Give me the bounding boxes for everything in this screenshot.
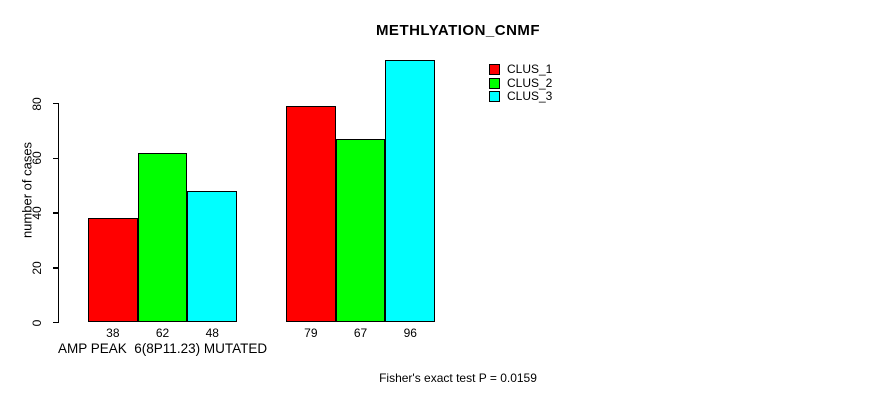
y-tick-label: 0: [30, 319, 44, 326]
bar-clus_3-group1: [187, 191, 238, 323]
bar-clus_1-group2: [286, 106, 336, 323]
y-tick-label: 20: [30, 261, 44, 275]
legend: CLUS_1 CLUS_2 CLUS_3: [489, 63, 552, 103]
bar-clus_2-group1: [137, 152, 188, 323]
bar-value-label: 62: [155, 326, 170, 340]
legend-row-clus_2: CLUS_2: [489, 76, 552, 89]
legend-row-clus_3: CLUS_3: [489, 88, 553, 103]
bar-clus_2-group2: [335, 139, 386, 323]
bar-clus_1-group1: [88, 218, 138, 323]
y-tick-mark: [52, 212, 58, 214]
bar-value-label: 79: [304, 326, 318, 340]
y-tick-label: 80: [30, 96, 44, 111]
x-axis-group-label: AMP PEAK 6(8P11.23) MUTATED: [58, 341, 268, 356]
y-tick-label: 60: [30, 151, 44, 165]
y-tick-mark: [52, 102, 58, 105]
legend-row-clus_1: CLUS_1: [489, 63, 552, 76]
legend-swatch-clus_3: [489, 90, 500, 102]
bar-value-label: 67: [353, 326, 368, 340]
legend-swatch-clus_2: [489, 77, 500, 89]
bar-value-label: 96: [403, 326, 417, 340]
bar-clus_3-group2: [385, 59, 436, 323]
legend-label: CLUS_3: [507, 88, 553, 103]
y-axis-line: [57, 103, 59, 323]
chart-title: METHLYATION_CNMF: [375, 22, 541, 39]
bar-value-label: 48: [205, 326, 219, 340]
legend-label: CLUS_1: [507, 62, 553, 77]
y-tick-label: 40: [30, 206, 44, 220]
legend-swatch-clus_1: [489, 64, 500, 76]
y-tick-mark: [52, 321, 58, 324]
y-tick-mark: [52, 267, 58, 269]
fisher-test-footnote: Fisher's exact test P = 0.0159: [379, 371, 537, 385]
bar-value-label: 38: [106, 326, 120, 340]
y-tick-mark: [52, 157, 58, 159]
legend-label: CLUS_2: [507, 75, 553, 90]
